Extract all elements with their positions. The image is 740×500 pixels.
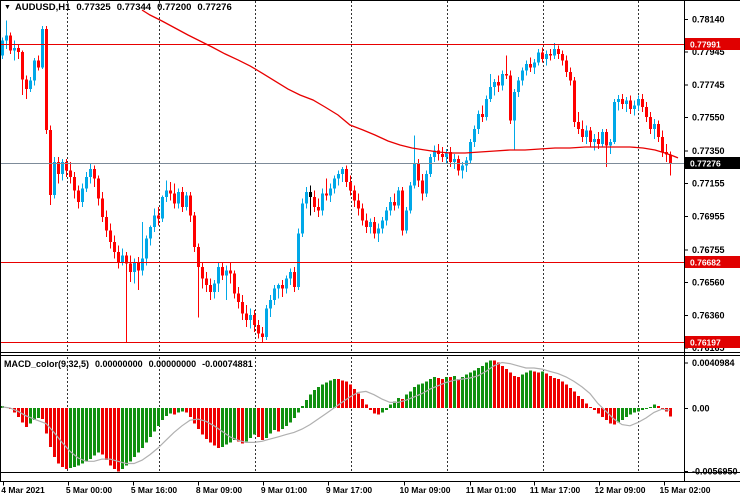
svg-text:0.76197: 0.76197 [690,338,721,348]
svg-text:11 Mar 01:00: 11 Mar 01:00 [466,485,517,495]
svg-text:0.76560: 0.76560 [692,277,725,287]
indicator-label-overlay: MACD_color(9,32,5) 0.00000000 0.00000000 -0… [4,359,253,369]
ohlc-high: 0.77344 [116,2,152,13]
panel-borders [0,0,740,482]
svg-text:0.77550: 0.77550 [692,113,725,123]
svg-text:0.76165: 0.76165 [692,343,725,353]
svg-text:0.76755: 0.76755 [692,245,725,255]
svg-text:12 Mar 09:00: 12 Mar 09:00 [594,485,645,495]
svg-text:11 Mar 17:00: 11 Mar 17:00 [530,485,581,495]
indicator-value-macd: 0.00000000 [95,359,143,369]
ohlc-open: 0.77325 [76,2,111,13]
svg-text:0.78140: 0.78140 [692,15,725,25]
time-axis-labels: 4 Mar 2021 5 Mar 00:00 5 Mar 16:00 8 Mar 09… [1,481,711,495]
indicator-name: MACD_color(9,32,5) [4,359,90,369]
price-badge-layer: 0.77991 0.77276 0.76682 0.76197 [685,38,740,348]
svg-text:0.76955: 0.76955 [692,212,725,222]
svg-text:0.77745: 0.77745 [692,80,725,90]
macd-histogram-layer [1,360,672,472]
svg-text:4 Mar 2021: 4 Mar 2021 [1,485,45,495]
svg-text:0.0040984: 0.0040984 [692,358,735,368]
svg-text:0.77155: 0.77155 [692,178,725,188]
svg-text:10 Mar 09:00: 10 Mar 09:00 [399,485,450,495]
svg-text:5 Mar 16:00: 5 Mar 16:00 [131,485,178,495]
svg-text:0.77350: 0.77350 [692,146,725,156]
ohlc-close: 0.77276 [197,2,232,13]
svg-text:-0.0056950: -0.0056950 [692,467,738,477]
svg-text:15 Mar 02:00: 15 Mar 02:00 [659,485,710,495]
svg-text:0.77276: 0.77276 [690,159,721,169]
macd-axis-labels: 0.0040984 0.00 -0.0056950 [684,358,738,477]
chart-title-overlay: ▼ AUDUSD,H1 0.77325 0.77344 0.77200 0.77276 [4,2,232,13]
level-lines-layer [0,44,684,343]
svg-text:5 Mar 00:00: 5 Mar 00:00 [66,485,113,495]
ma-line-layer [141,9,679,159]
svg-text:9 Mar 17:00: 9 Mar 17:00 [326,485,373,495]
price-axis-labels: 0.78140 0.77945 0.77745 0.77550 0.77350 0.771… [684,15,725,353]
indicator-value-signal: 0.00000000 [148,359,197,369]
macd-signal-layer [1,361,671,465]
symbol-timeframe-label: AUDUSD,H1 [14,2,71,13]
symbol-dropdown-icon[interactable]: ▼ [4,4,11,11]
svg-text:9 Mar 01:00: 9 Mar 01:00 [261,485,308,495]
svg-text:0.00: 0.00 [692,404,710,414]
svg-text:0.76360: 0.76360 [692,311,725,321]
svg-text:0.77945: 0.77945 [692,47,725,57]
svg-text:0.77991: 0.77991 [690,40,721,50]
ohlc-low: 0.77200 [157,2,192,13]
svg-text:0.76682: 0.76682 [690,258,721,268]
candles-layer [1,20,672,343]
indicator-value-hist: -0.00074881 [202,359,253,369]
svg-text:8 Mar 09:00: 8 Mar 09:00 [196,485,243,495]
